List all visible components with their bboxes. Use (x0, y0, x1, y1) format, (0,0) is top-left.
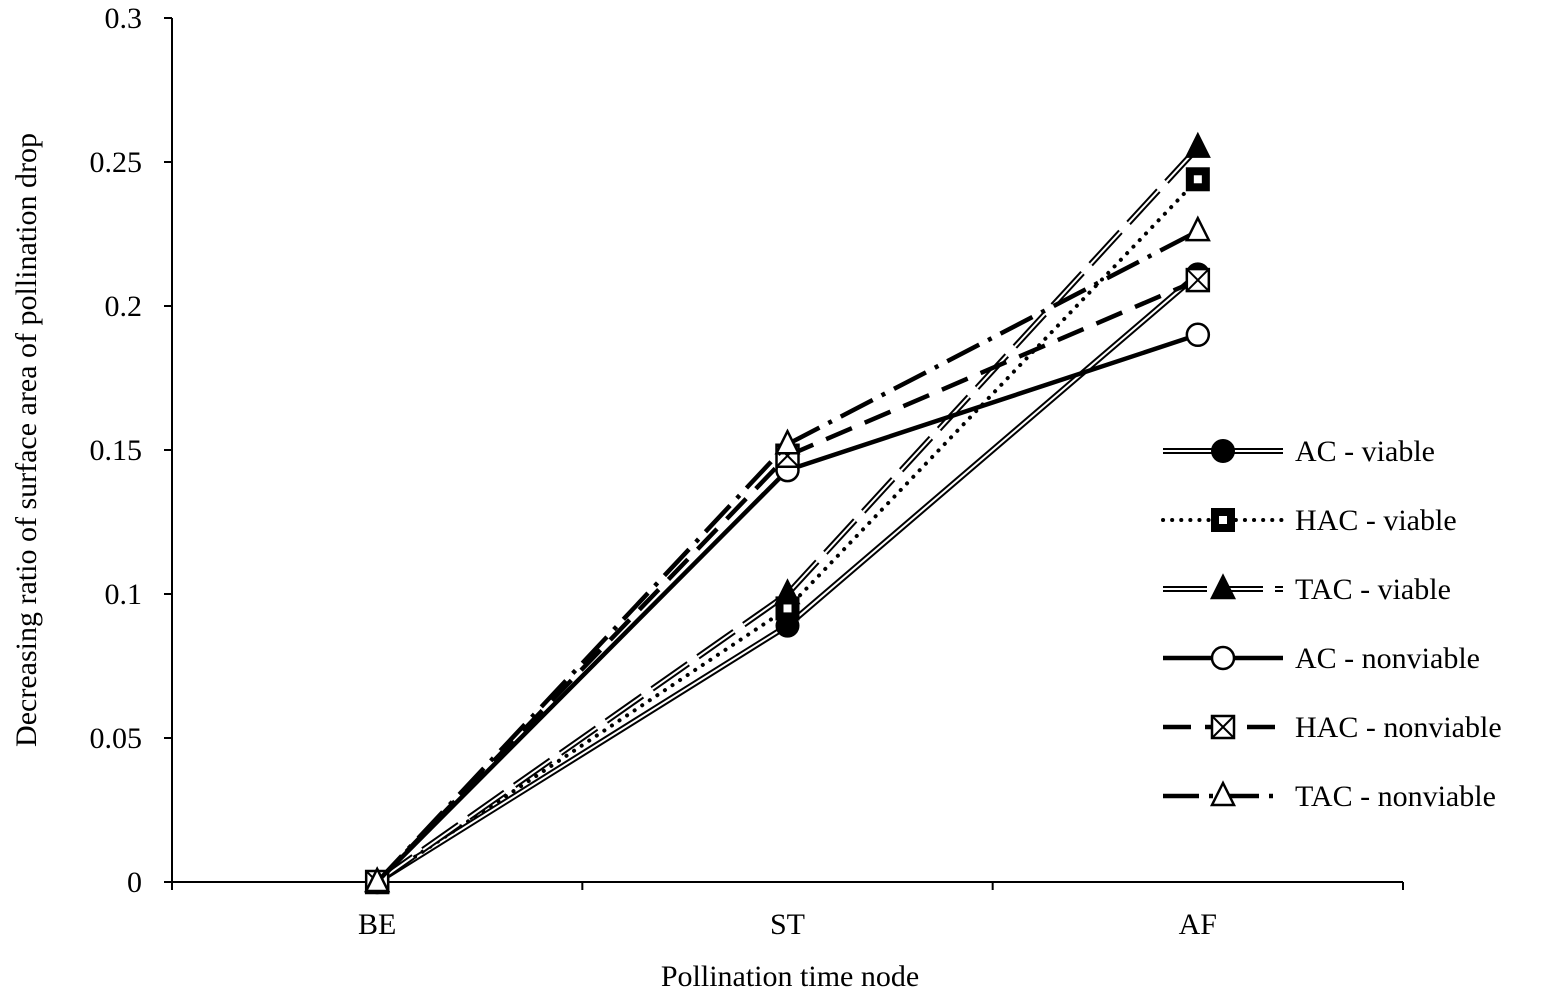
legend-label: HAC - viable (1295, 504, 1457, 537)
legend: AC - viable HAC - viable TAC - viable AC - … (1161, 435, 1502, 813)
legend-entry: AC - viable (1163, 435, 1435, 468)
series-3-point (774, 578, 801, 605)
y-tick-label: 0 (127, 866, 142, 899)
series-1-segment-inner (786, 273, 1199, 627)
series-1-segment (375, 623, 790, 885)
legend-entry: HAC - nonviable (1163, 711, 1502, 744)
axes: 0 0.05 0.1 0.15 0.2 0.25 0.3 BE ST AF (90, 2, 1404, 941)
legend-marker (1210, 645, 1236, 671)
legend-marker (1209, 573, 1237, 600)
series-2-segment (785, 177, 1200, 611)
series-5-point (1185, 267, 1211, 293)
y-tick-label: 0.3 (105, 2, 143, 35)
series-3-segment-inner (786, 146, 1199, 595)
legend-marker (1210, 714, 1236, 740)
x-axis-label: Pollination time node (661, 960, 919, 990)
legend-label: AC - viable (1295, 435, 1435, 468)
series-6-point (364, 866, 391, 893)
series-6-segment (375, 442, 790, 884)
legend-marker (1211, 508, 1235, 532)
x-tick-label: AF (1179, 908, 1217, 941)
series-3-segment (375, 591, 790, 885)
legend-label: AC - nonviable (1295, 642, 1480, 675)
legend-label: TAC - nonviable (1295, 780, 1496, 813)
y-tick-label: 0.2 (105, 290, 143, 323)
series-6-segment (786, 229, 1199, 447)
legend-entry: AC - nonviable (1163, 642, 1480, 675)
series-1-segment (785, 272, 1200, 628)
series-5-segment (786, 278, 1199, 458)
series-3-segment (785, 145, 1201, 597)
legend-entry: TAC - viable (1163, 573, 1451, 606)
legend-marker (1209, 780, 1237, 807)
x-tick-label: BE (358, 908, 396, 941)
series-6 (364, 215, 1211, 893)
series-6-point (1184, 215, 1211, 242)
y-tick-label: 0.15 (90, 434, 143, 467)
series-6-point (774, 428, 801, 455)
x-tick-label: ST (770, 908, 805, 941)
series-3-segment-inner (376, 593, 789, 883)
legend-entry: TAC - nonviable (1163, 780, 1496, 813)
series-4-segment (786, 332, 1199, 473)
y-tick-label: 0.25 (90, 146, 143, 179)
y-tick-label: 0.1 (105, 578, 143, 611)
series-layer (364, 131, 1211, 895)
y-axis-label: Decreasing ratio of surface area of poll… (10, 133, 43, 747)
series-3-point (1184, 131, 1211, 158)
legend-label: HAC - nonviable (1295, 711, 1502, 744)
y-tick-label: 0.05 (90, 722, 143, 755)
legend-entry: HAC - viable (1161, 504, 1457, 537)
legend-marker (1211, 439, 1235, 463)
series-5-segment (375, 454, 790, 884)
series-3 (364, 131, 1211, 893)
series-2-point (1185, 167, 1210, 192)
series-4-point (1185, 322, 1211, 348)
series-1-segment-inner (376, 624, 789, 883)
legend-label: TAC - viable (1295, 573, 1451, 606)
